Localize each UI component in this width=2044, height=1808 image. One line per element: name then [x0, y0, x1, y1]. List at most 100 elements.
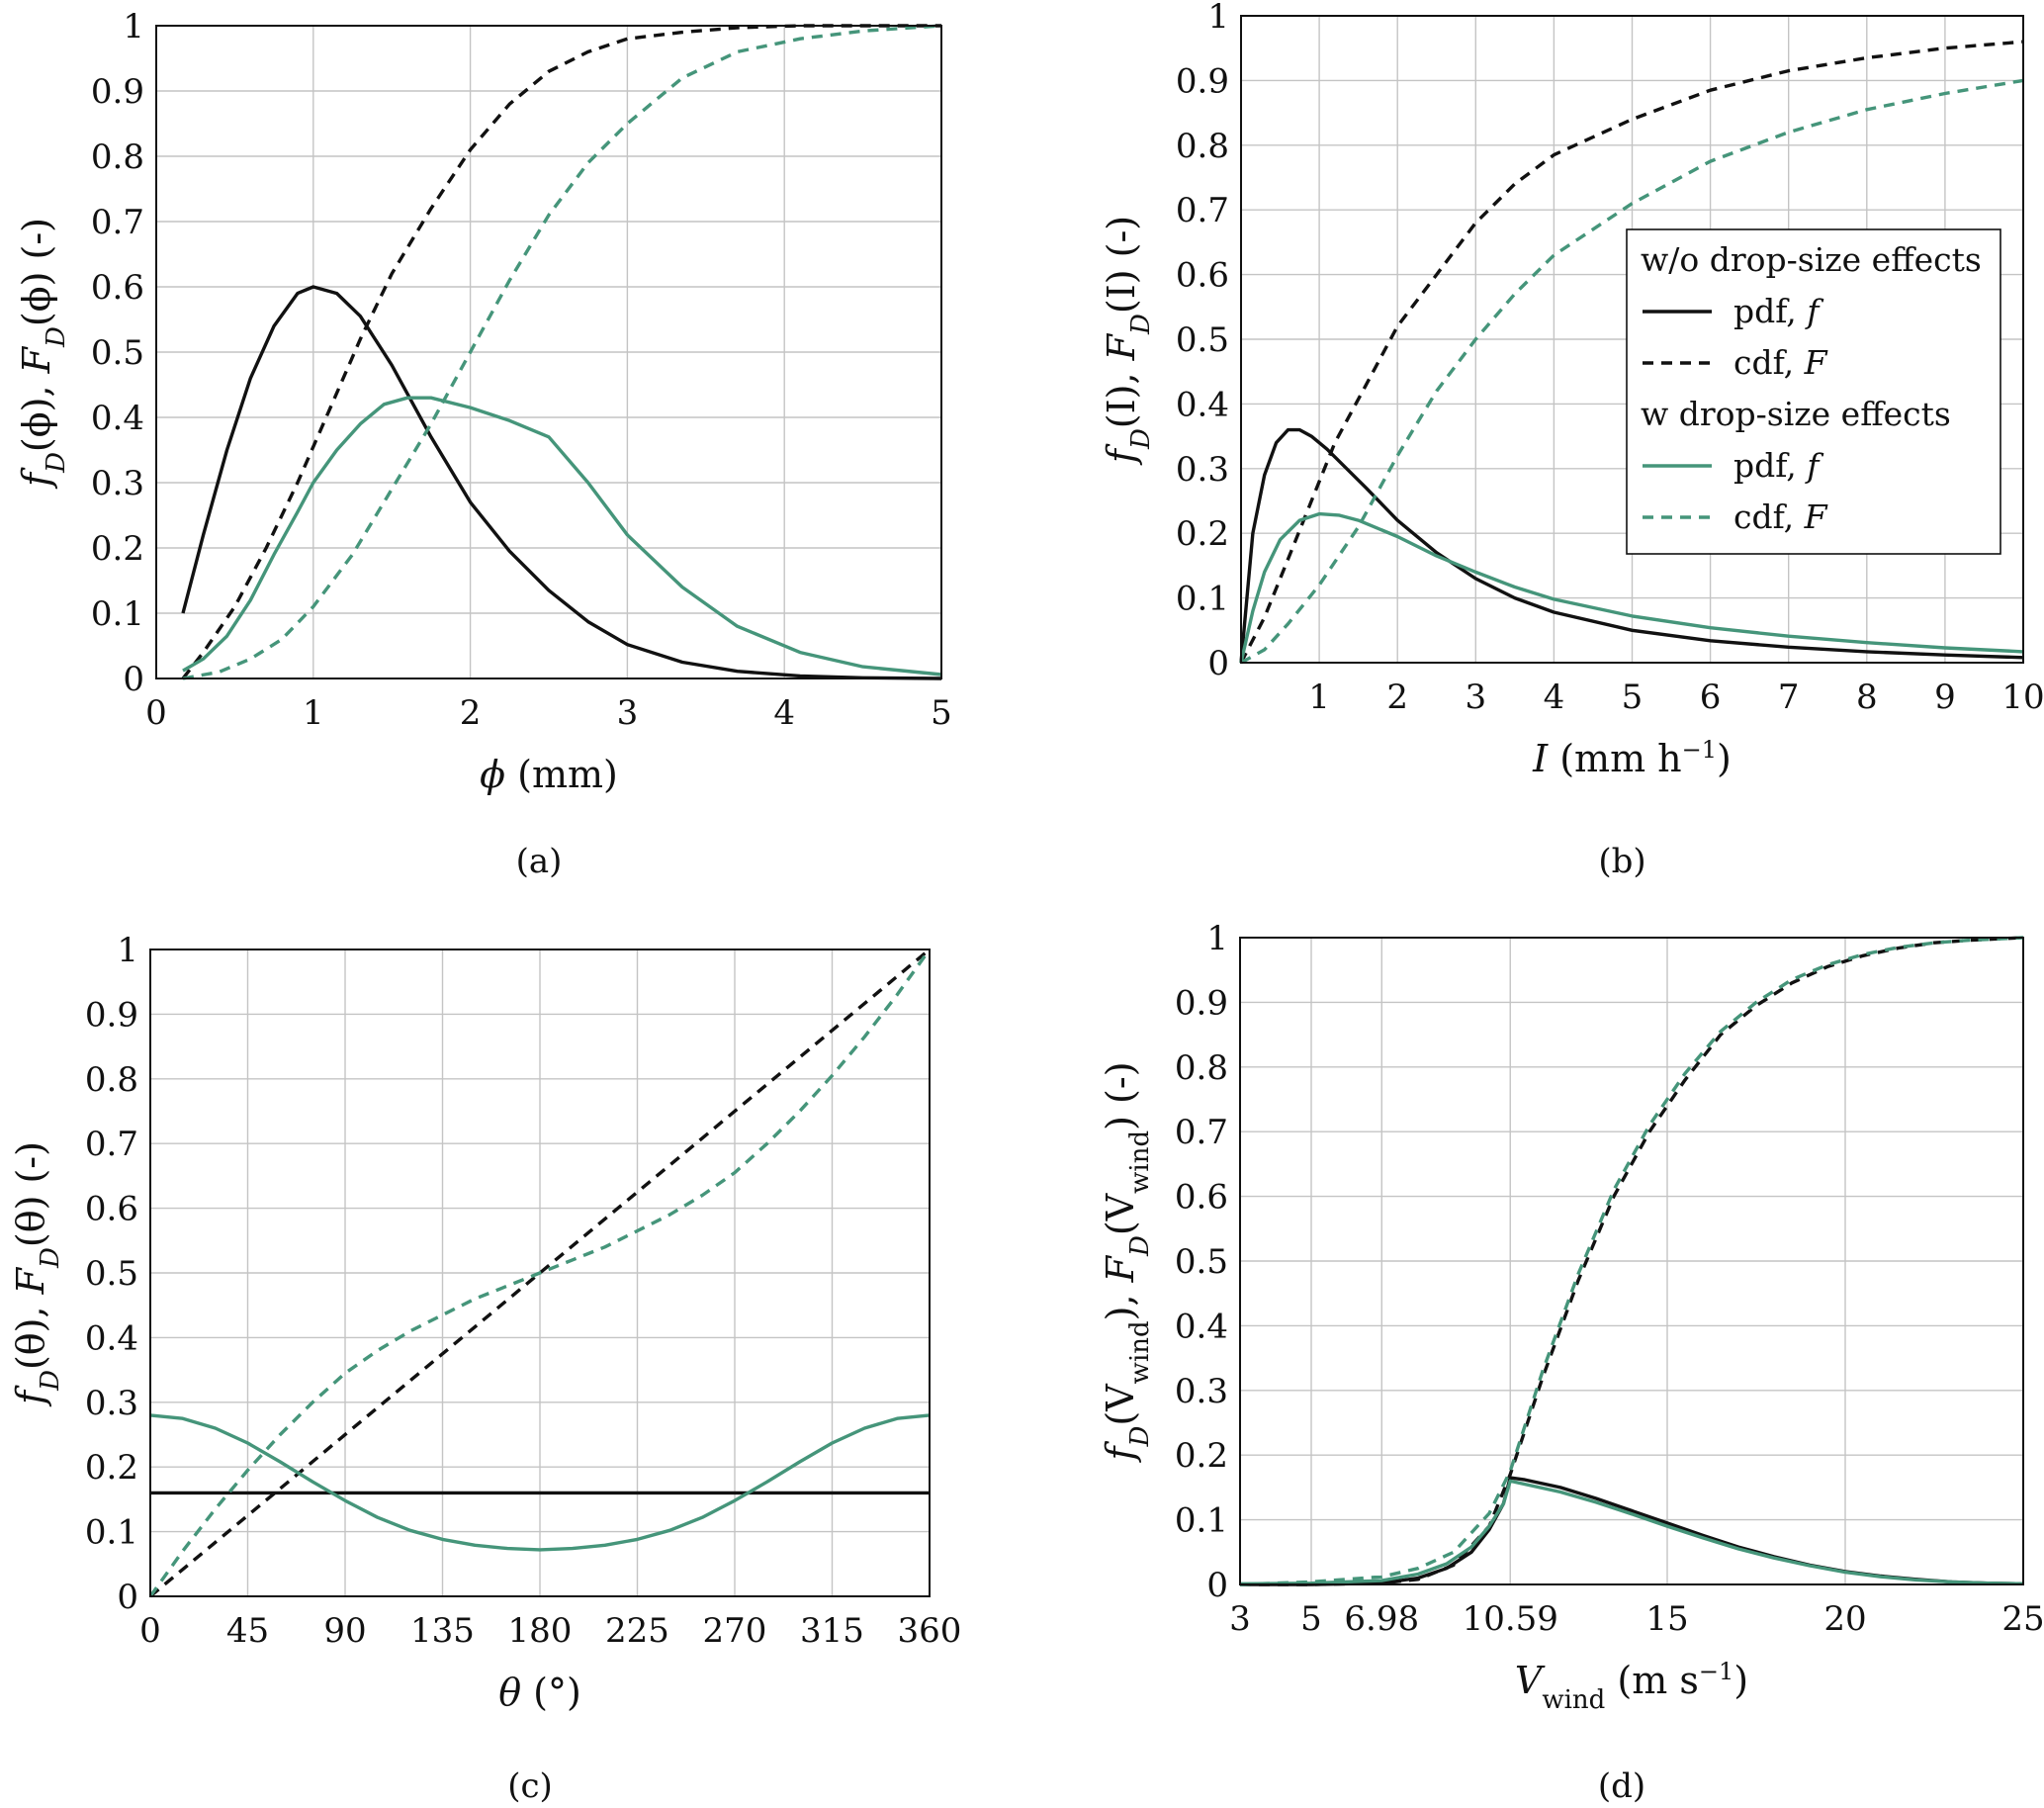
x-tick-label: 3: [1465, 678, 1486, 717]
y-tick-label: 0: [123, 660, 144, 699]
series-cdf-green-line: [182, 24, 942, 680]
y-tick-label: 0.6: [85, 1190, 138, 1229]
y-tick-label: 0.4: [85, 1318, 138, 1358]
x-tick-label: 5: [1300, 1599, 1322, 1639]
y-tick-label: 0.1: [85, 1513, 138, 1553]
legend-text: pdf,: [1733, 292, 1807, 330]
x-tick-label: 2: [460, 693, 482, 733]
y-tick-label: 0.7: [1176, 191, 1229, 230]
y-tick-label: 0.3: [91, 464, 144, 503]
y-tick-label: 0.3: [1176, 450, 1229, 490]
series-pdf-green-line: [149, 1413, 931, 1552]
plot-frame: [155, 25, 942, 679]
y-tick-label: 0.5: [1175, 1242, 1228, 1282]
panel-caption: (d): [1598, 1766, 1645, 1806]
y-tick-label: 0.1: [91, 594, 144, 634]
series-pdf-black-line: [181, 285, 942, 680]
y-axis-arg: (θ) (-): [9, 1141, 52, 1247]
panel-caption: (a): [516, 842, 563, 881]
y-tick-label: 0.2: [1175, 1436, 1228, 1476]
legend-heading-without: w/o drop-size effects: [1641, 240, 1982, 279]
y-tick-label: 0.4: [91, 399, 144, 438]
x-axis-symbol: V: [1515, 1659, 1546, 1702]
y-axis-F: F: [9, 1266, 52, 1295]
y-axis-arg: ),: [1099, 1282, 1142, 1320]
x-tick-label: 1: [1308, 678, 1330, 717]
y-tick-label: 0.4: [1175, 1307, 1228, 1346]
y-tick-label: 0.5: [91, 333, 144, 373]
x-tick-label: 1: [303, 693, 324, 733]
x-tick-label: 0: [145, 693, 167, 733]
x-tick-label: 360: [898, 1611, 962, 1651]
x-axis-exponent: −1: [1699, 1658, 1733, 1685]
y-tick-label: 0: [1206, 1566, 1228, 1605]
y-axis-F: F: [15, 345, 58, 374]
x-tick-label: 5: [1622, 678, 1644, 717]
y-axis-sub: D: [1126, 428, 1156, 450]
y-tick-label: 0.6: [91, 268, 144, 308]
y-axis-sub: D: [1125, 1235, 1155, 1257]
x-tick-label: 270: [703, 1611, 767, 1651]
series-cdf-green-line: [1239, 936, 2024, 1586]
y-axis-sub: D: [42, 452, 71, 474]
x-tick-label: 7: [1778, 678, 1800, 717]
y-axis-label: fD(ϕ), FD(ϕ) (-): [15, 218, 71, 490]
x-axis-label: I (mm h−1): [1532, 736, 1732, 780]
y-axis-arg: (ϕ),: [15, 373, 58, 452]
y-tick-label: 0.9: [91, 72, 144, 112]
x-tick-label: 8: [1856, 678, 1878, 717]
series-cdf-green-line: [1240, 78, 2024, 665]
y-tick-label: 0.8: [85, 1060, 138, 1100]
series-pdf-black-line: [1240, 1476, 2024, 1586]
x-axis-unit: (mm): [505, 753, 618, 796]
y-axis-label: fD(θ), FD(θ) (-): [9, 1141, 65, 1407]
legend-text: cdf,: [1733, 343, 1805, 382]
x-tick-label: 20: [1823, 1599, 1866, 1639]
chart-panel-c: 0 45 90 135 180 225 270 315 360 0 0.1 0.2 0.3 0.4 0.5 0…: [9, 931, 961, 1806]
x-tick-label: 180: [508, 1611, 573, 1651]
y-tick-label: 0.3: [85, 1384, 138, 1423]
series-pdf-black-line: [1239, 427, 2024, 664]
series-pdf-green-line: [182, 396, 942, 677]
y-tick-label: 0.9: [85, 995, 138, 1035]
y-axis-F: F: [1100, 332, 1143, 361]
y-tick-label: 0.8: [1175, 1048, 1228, 1088]
x-tick-label: 4: [1544, 678, 1565, 717]
x-axis-symbol: θ: [498, 1671, 521, 1714]
x-tick-label: 15: [1645, 1599, 1688, 1639]
y-axis-sub: D: [36, 1247, 65, 1269]
y-tick-label: 0.9: [1176, 61, 1229, 101]
y-tick-label: 0: [1207, 644, 1229, 683]
x-tick-label: 9: [1934, 678, 1956, 717]
series-pdf-green-line: [1239, 511, 2024, 664]
legend-box: [1626, 228, 2001, 555]
x-axis-subscript: wind: [1542, 1685, 1605, 1715]
y-axis-label: fD(I), FD(I) (-): [1100, 216, 1156, 466]
legend-item-cdf-with-label: cdf, F: [1733, 497, 1828, 536]
x-tick-label: 4: [773, 693, 795, 733]
y-tick-label: 0.2: [1176, 514, 1229, 554]
y-axis-arg: (ϕ) (-): [15, 218, 58, 326]
legend-text: pdf,: [1733, 446, 1807, 485]
y-axis-arg: (I) (-): [1100, 216, 1143, 314]
x-tick-label: 3: [1229, 1599, 1251, 1639]
y-axis-sub: wind: [1125, 1320, 1155, 1384]
plot-frame: [149, 949, 931, 1597]
y-axis-sub: D: [1126, 314, 1156, 335]
y-tick-label: 1: [123, 7, 144, 46]
x-tick-label: 3: [617, 693, 639, 733]
chart-panel-b: 1 2 3 4 5 6 7 8 9 10 0 0.1 0.2 0.3 0.4 0.5 0.6 0.7 0.8 0.9 1…: [1100, 0, 2044, 881]
x-axis-label: ϕ (mm): [480, 753, 618, 796]
y-tick-label: 0.7: [91, 203, 144, 242]
legend-item-cdf-without-label: cdf, F: [1733, 343, 1828, 382]
x-axis-unit-close: ): [1733, 1659, 1748, 1702]
legend-heading-with: w drop-size effects: [1641, 395, 1951, 433]
x-tick-label: 6.98: [1344, 1599, 1419, 1639]
y-tick-label: 0.7: [85, 1125, 138, 1164]
x-tick-label: 5: [931, 693, 952, 733]
x-axis-symbol: ϕ: [480, 753, 505, 796]
series-cdf-black-line: [181, 24, 941, 680]
chart-panel-d: 3 5 6.98 10.59 15 20 25 0 0.1 0.2 0.3 0.4 0.5 0.6 0.7 0…: [1099, 919, 2044, 1806]
y-tick-label: 0.3: [1175, 1372, 1228, 1411]
x-tick-label: 90: [323, 1611, 366, 1651]
